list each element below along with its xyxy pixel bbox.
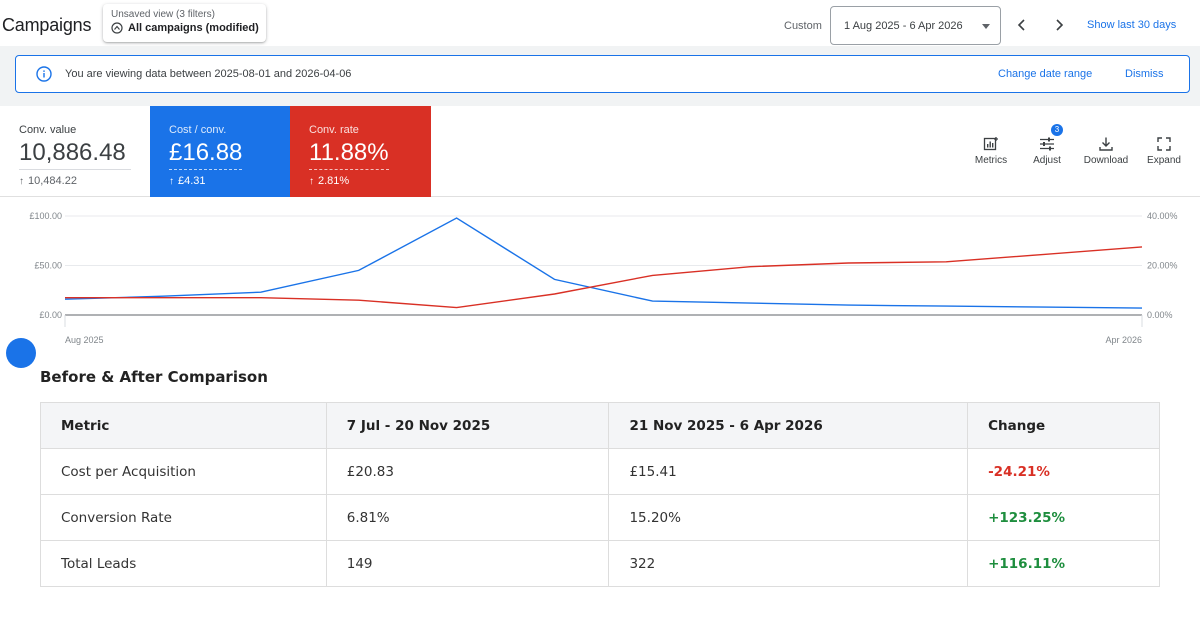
metric-label: Cost / conv. (169, 124, 227, 136)
metric-name-cell: Total Leads (40, 540, 327, 587)
metric-name-cell: Conversion Rate (40, 494, 327, 541)
adjust-count-badge: 3 (1051, 124, 1063, 136)
y-left-tick-label: £100.00 (29, 211, 62, 221)
info-icon (36, 66, 52, 82)
metric-delta: ↑ 2.81% (309, 175, 412, 187)
download-button[interactable]: Download (1080, 136, 1132, 166)
metrics-button[interactable]: Metrics (965, 136, 1017, 166)
metric-delta-value: 2.81% (318, 175, 350, 187)
after-value-cell: 322 (608, 540, 969, 587)
campaign-icon (111, 22, 123, 34)
banner-message: You are viewing data between 2025-08-01 … (65, 68, 352, 80)
page-title: Campaigns (2, 15, 92, 35)
expand-button[interactable]: Expand (1138, 136, 1190, 166)
add-floating-button[interactable] (6, 338, 36, 368)
show-last-30-days-link[interactable]: Show last 30 days (1087, 19, 1177, 31)
metric-value: 10,886.48 (19, 139, 131, 170)
tune-icon (1040, 137, 1054, 151)
column-header: Metric (40, 402, 327, 449)
column-header: Change (967, 402, 1160, 449)
metric-card-cost-per-conv[interactable]: Cost / conv. £16.88 ↑ £4.31 (150, 106, 290, 197)
metric-value: 11.88% (309, 139, 389, 170)
arrow-up-icon: ↑ (19, 175, 24, 187)
view-selector[interactable]: Unsaved view (3 filters) All campaigns (… (103, 4, 266, 42)
download-button-label: Download (1083, 155, 1129, 166)
y-right-tick-label: 40.00% (1147, 211, 1178, 221)
view-title: All campaigns (modified) (128, 22, 259, 34)
change-value-cell: +116.11% (967, 540, 1160, 587)
after-value-cell: £15.41 (608, 448, 969, 495)
before-value-cell: 149 (325, 540, 610, 587)
comparison-table: Metric 7 Jul - 20 Nov 2025 21 Nov 2025 -… (40, 402, 1160, 587)
expand-button-label: Expand (1147, 155, 1181, 166)
before-value-cell: £20.83 (325, 448, 610, 495)
x-axis-start-label: Aug 2025 (65, 335, 104, 345)
metric-card-conv-rate[interactable]: Conv. rate 11.88% ↑ 2.81% (290, 106, 431, 197)
table-header-row: Metric 7 Jul - 20 Nov 2025 21 Nov 2025 -… (40, 402, 1160, 449)
metric-delta: ↑ 10,484.22 (19, 175, 131, 187)
metric-label: Conv. rate (309, 124, 359, 136)
performance-line-chart: £0.00 £50.00 £100.00 0.00% 20.00% 40.00% Aug… (29, 211, 1178, 345)
y-left-tick-label: £0.00 (39, 310, 62, 320)
comparison-title: Before & After Comparison (40, 368, 268, 386)
y-left-tick-label: £50.00 (34, 261, 62, 271)
metric-delta-value: 10,484.22 (28, 175, 77, 187)
adjust-button[interactable]: 3 Adjust (1021, 124, 1073, 166)
column-header: 7 Jul - 20 Nov 2025 (325, 402, 610, 449)
chart-add-icon (983, 137, 998, 151)
table-row: Cost per Acquisition £20.83 £15.41 -24.2… (40, 448, 1160, 495)
date-info-banner: You are viewing data between 2025-08-01 … (15, 55, 1190, 93)
adjust-button-label: Adjust (1033, 155, 1061, 166)
metric-name-cell: Cost per Acquisition (40, 448, 327, 495)
download-icon (1099, 137, 1113, 151)
change-value-cell: +123.25% (967, 494, 1160, 541)
arrow-up-icon: ↑ (169, 175, 174, 187)
table-row: Total Leads 149 322 +116.11% (40, 540, 1160, 587)
dismiss-link[interactable]: Dismiss (1125, 68, 1164, 80)
metric-delta-value: £4.31 (178, 175, 206, 187)
date-range-select[interactable]: 1 Aug 2025 - 6 Apr 2026 (830, 6, 1001, 45)
change-date-range-link[interactable]: Change date range (998, 68, 1093, 80)
metric-value: £16.88 (169, 139, 243, 170)
view-subtitle: Unsaved view (3 filters) (111, 9, 215, 20)
top-header: Campaigns Unsaved view (3 filters) All c… (0, 0, 1200, 52)
series-line-conv-rate (65, 246, 1143, 309)
change-value-cell: -24.21% (967, 448, 1160, 495)
metrics-button-label: Metrics (974, 155, 1008, 166)
arrow-up-icon: ↑ (309, 175, 314, 187)
expand-icon (1157, 137, 1171, 151)
chevron-right-icon (1056, 19, 1064, 31)
chevron-down-icon (982, 24, 990, 29)
series-line-cost-per-conv (64, 217, 1143, 309)
before-value-cell: 6.81% (325, 494, 610, 541)
table-row: Conversion Rate 6.81% 15.20% +123.25% (40, 494, 1160, 541)
metric-delta: ↑ £4.31 (169, 175, 271, 187)
previous-period-button[interactable] (1011, 14, 1033, 36)
after-value-cell: 15.20% (608, 494, 969, 541)
column-header: 21 Nov 2025 - 6 Apr 2026 (608, 402, 969, 449)
date-mode-label: Custom (784, 20, 822, 32)
chevron-left-icon (1017, 19, 1025, 31)
metric-label: Conv. value (19, 124, 77, 136)
next-period-button[interactable] (1048, 14, 1070, 36)
y-right-tick-label: 20.00% (1147, 261, 1178, 271)
metric-card-conv-value[interactable]: Conv. value 10,886.48 ↑ 10,484.22 (0, 106, 150, 197)
y-right-tick-label: 0.00% (1147, 310, 1173, 320)
date-range-value: 1 Aug 2025 - 6 Apr 2026 (844, 19, 963, 32)
x-axis-end-label: Apr 2026 (1105, 335, 1142, 345)
